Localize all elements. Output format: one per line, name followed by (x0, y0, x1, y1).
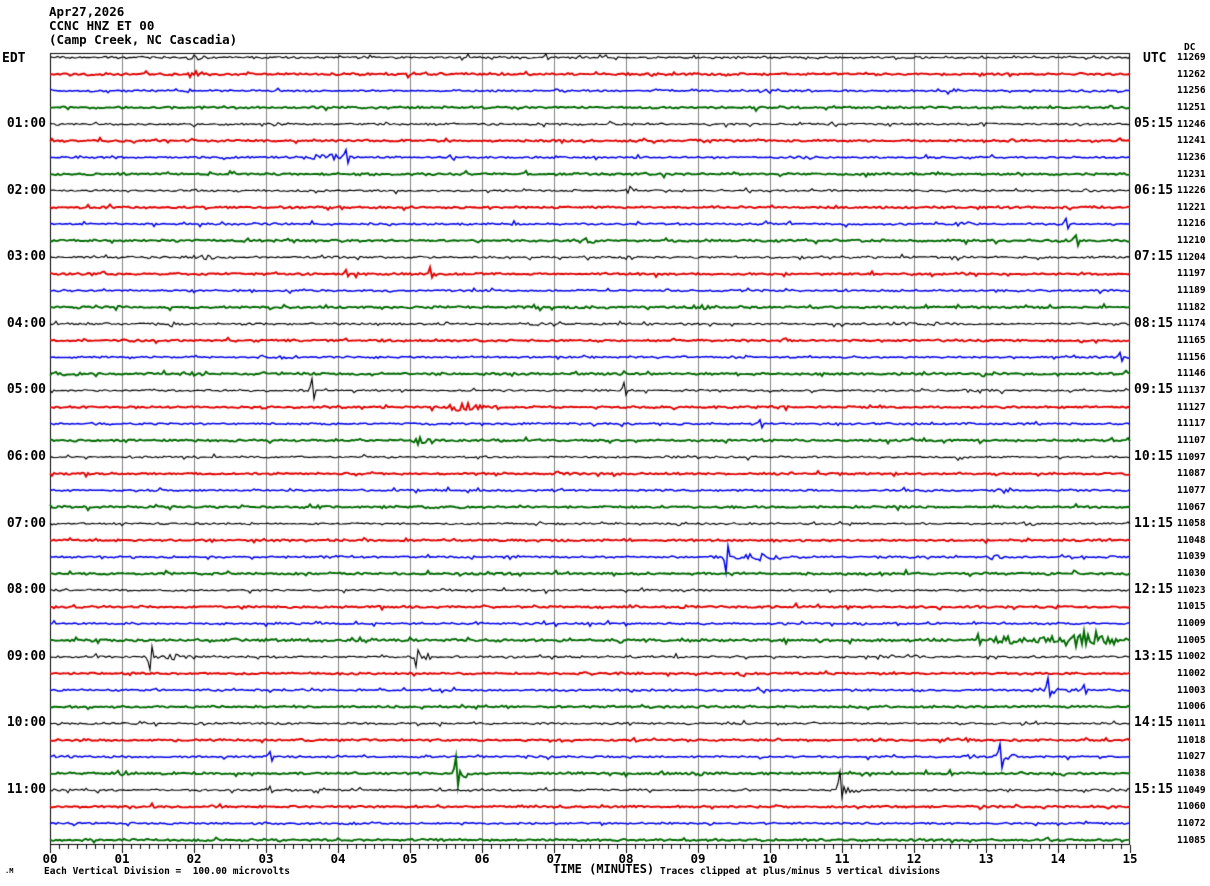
edt-time-label: 07:00 (6, 515, 46, 531)
utc-time-label: 11:15 (1134, 515, 1174, 531)
x-tick-label: 04 (330, 851, 346, 866)
edt-time-label: 02:00 (6, 182, 46, 198)
dc-value: 11023 (1177, 584, 1206, 596)
dc-value: 11231 (1177, 168, 1206, 180)
dc-value: 11107 (1177, 434, 1206, 446)
x-axis-title: TIME (MINUTES) (553, 862, 655, 876)
dc-value: 11005 (1177, 634, 1206, 646)
dc-value: 11011 (1177, 717, 1206, 729)
dc-value: 11246 (1177, 118, 1206, 130)
dc-value: 11226 (1177, 185, 1206, 197)
utc-time-label: 09:15 (1134, 382, 1174, 398)
dc-value: 11039 (1177, 551, 1206, 563)
dc-value: 11006 (1177, 701, 1206, 713)
utc-time-label: 05:15 (1134, 116, 1174, 132)
dc-column-header: DC (1184, 42, 1196, 53)
dc-value: 11067 (1177, 501, 1206, 513)
dc-value: 11146 (1177, 368, 1206, 380)
utc-time-label: 08:15 (1134, 315, 1174, 331)
scale-note: Each Vertical Division = 100.00 microvol… (44, 866, 290, 877)
dc-value: 11137 (1177, 384, 1206, 396)
x-tick-label: 10 (762, 851, 778, 866)
x-tick-label: 15 (1122, 851, 1138, 866)
edt-time-label: 04:00 (6, 315, 46, 331)
x-tick-label: 00 (42, 851, 58, 866)
dc-value: 11204 (1177, 251, 1206, 263)
x-tick-label: 14 (1050, 851, 1066, 866)
dc-value: 11002 (1177, 651, 1206, 663)
logo-mark: .M (5, 867, 14, 875)
dc-value: 11256 (1177, 85, 1206, 97)
dc-value: 11127 (1177, 401, 1206, 413)
dc-value: 11060 (1177, 801, 1206, 813)
x-tick-label: 05 (402, 851, 418, 866)
x-tick-label: 06 (474, 851, 490, 866)
dc-value: 11182 (1177, 301, 1206, 313)
utc-time-label: 12:15 (1134, 582, 1174, 598)
edt-time-label: 11:00 (6, 782, 46, 798)
x-tick-label: 13 (978, 851, 994, 866)
x-tick-label: 01 (114, 851, 130, 866)
edt-time-label: 06:00 (6, 449, 46, 465)
x-tick-label: 11 (834, 851, 850, 866)
title-station: CCNC HNZ ET 00 (49, 18, 155, 33)
dc-value: 11018 (1177, 734, 1206, 746)
x-tick-label: 02 (186, 851, 202, 866)
dc-value: 11221 (1177, 201, 1206, 213)
dc-value: 11269 (1177, 52, 1206, 63)
utc-time-label: 15:15 (1134, 782, 1174, 798)
x-tick-label: 08 (618, 851, 634, 866)
dc-value: 11048 (1177, 534, 1206, 546)
utc-time-label: 14:15 (1134, 715, 1174, 731)
dc-value: 11156 (1177, 351, 1206, 363)
dc-value: 11189 (1177, 285, 1206, 297)
dc-value: 11049 (1177, 784, 1206, 796)
dc-value: 11085 (1177, 834, 1206, 846)
dc-value: 11058 (1177, 518, 1206, 530)
edt-time-label: 08:00 (6, 582, 46, 598)
dc-value: 11002 (1177, 668, 1206, 679)
dc-value: 11077 (1177, 484, 1206, 496)
dc-value: 11030 (1177, 568, 1206, 580)
dc-value: 11236 (1177, 151, 1206, 163)
dc-value: 11262 (1177, 68, 1206, 80)
dc-value: 11251 (1177, 101, 1206, 113)
dc-value: 11027 (1177, 751, 1206, 763)
edt-time-label: 05:00 (6, 382, 46, 398)
edt-time-label: 10:00 (6, 715, 46, 731)
dc-value: 11097 (1177, 451, 1206, 463)
x-tick-label: 07 (546, 851, 562, 866)
utc-time-label: 10:15 (1134, 449, 1174, 465)
dc-value: 11072 (1177, 817, 1206, 829)
dc-value: 11216 (1177, 218, 1206, 230)
utc-time-label: 07:15 (1134, 249, 1174, 265)
x-tick-label: 03 (258, 851, 274, 866)
dc-value: 11210 (1177, 235, 1206, 247)
dc-value: 11174 (1177, 318, 1206, 330)
dc-value: 11117 (1177, 418, 1206, 430)
edt-time-label: 03:00 (6, 249, 46, 265)
dc-value: 11003 (1177, 684, 1206, 696)
dc-value: 11015 (1177, 601, 1206, 613)
title-date: Apr27,2026 (49, 4, 125, 19)
dc-value: 11197 (1177, 268, 1206, 280)
x-tick-label: 09 (690, 851, 706, 866)
dc-value: 11165 (1177, 335, 1206, 347)
left-axis-title: EDT (2, 51, 26, 66)
utc-time-label: 06:15 (1134, 182, 1174, 198)
edt-time-label: 01:00 (6, 116, 46, 132)
dc-value: 11241 (1177, 135, 1206, 147)
title-location: (Camp Creek, NC Cascadia) (49, 32, 238, 47)
clip-note: Traces clipped at plus/minus 5 vertical … (660, 866, 941, 877)
x-tick-label: 12 (906, 851, 922, 866)
dc-value: 11009 (1177, 618, 1206, 630)
utc-time-label: 13:15 (1134, 648, 1174, 664)
right-axis-title: UTC (1143, 51, 1167, 66)
dc-value: 11087 (1177, 468, 1206, 480)
dc-value: 11038 (1177, 767, 1206, 779)
edt-time-label: 09:00 (6, 648, 46, 664)
